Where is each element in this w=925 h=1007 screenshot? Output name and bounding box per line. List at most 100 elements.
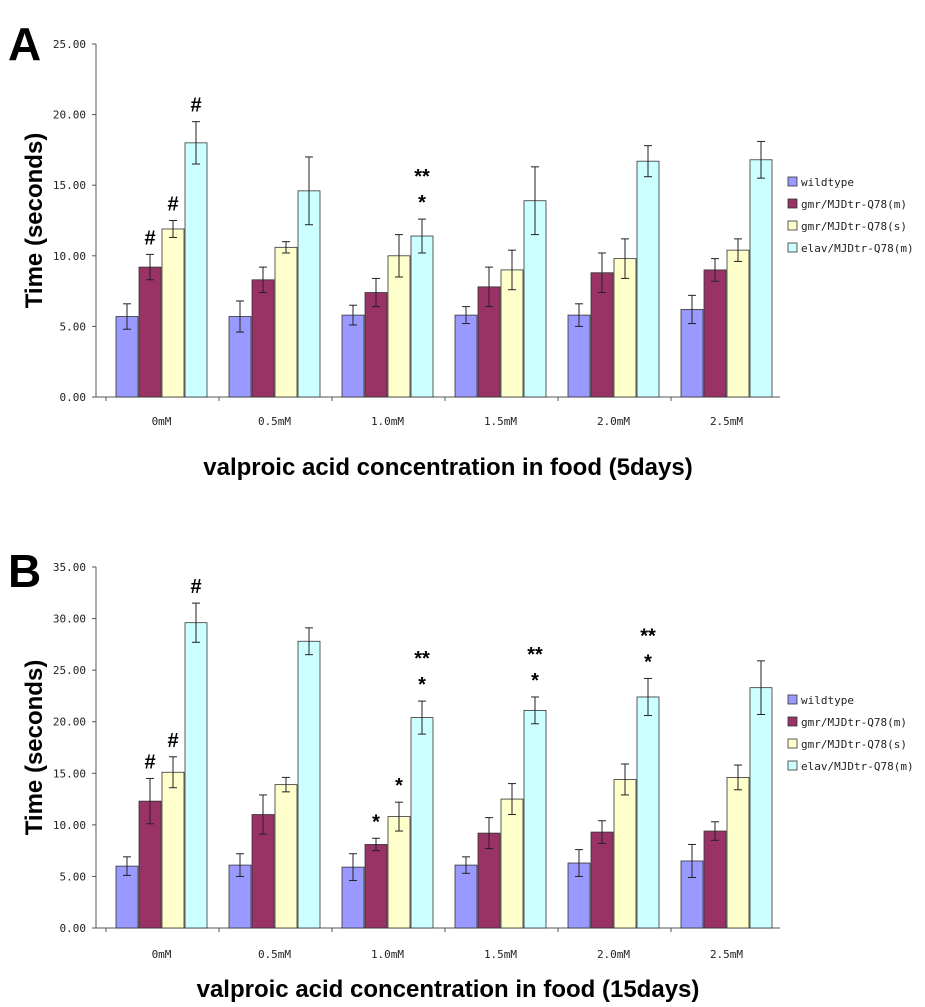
bar [184,622,208,929]
bar [364,844,388,929]
error-bar [462,856,470,874]
legend: wildtype gmr/MJDtr-Q78(m) gmr/MJDtr-Q78(s)… [787,694,914,773]
panel-letter: B [8,545,41,597]
error-bar [757,140,765,179]
legend-swatch [787,760,798,771]
error-bar [508,783,516,816]
bar [387,816,411,929]
legend-swatch [787,716,798,727]
x-tick-label: 2.5mM [710,415,743,428]
bar [274,246,298,398]
error-bar [418,218,426,254]
bar [749,687,773,929]
bar [364,292,388,398]
error-bar [123,303,131,330]
bar [410,717,434,929]
error-bar [349,304,357,326]
x-tick-label: 0.5mM [258,948,291,961]
error-bar [711,258,719,282]
bar [297,640,321,929]
x-tick-label: 2.5mM [710,948,743,961]
bar [567,314,591,398]
bar [410,235,434,398]
error-bar [621,763,629,796]
y-axis-label: Time (seconds) [21,133,48,309]
significance-mark: ** [527,644,543,666]
significance-mark: ** [414,166,430,188]
error-bar [575,303,583,327]
error-bar [349,853,357,882]
bar [636,696,660,929]
significance-mark: * [418,674,426,696]
legend-swatch [787,242,798,253]
y-axis-label: Time (seconds) [21,660,48,836]
y-tick-label: 0.00 [60,922,87,935]
legend-label: gmr/MJDtr-Q78(s) [801,738,907,751]
legend-label: wildtype [801,694,854,707]
panel-a: A 0.00 5.00 10.00 15.00 20.00 25.00 0mM 0.5mM 1.0… [8,18,914,481]
significance-mark: * [395,775,403,797]
x-tick-label: 2.0mM [597,415,630,428]
legend-label: gmr/MJDtr-Q78(m) [801,198,907,211]
bar [341,314,365,398]
error-bar [236,853,244,877]
error-bar [485,266,493,308]
error-bar [236,300,244,333]
error-bar [462,306,470,325]
legend-swatch [787,694,798,705]
error-bar [395,801,403,832]
y-tick-label: 0.00 [60,391,87,404]
error-bar [305,627,313,656]
error-bar [621,238,629,279]
error-bar [688,843,696,878]
error-bar [372,837,380,852]
legend: wildtype gmr/MJDtr-Q78(m) gmr/MJDtr-Q78(s)… [787,176,914,255]
error-bar [598,252,606,294]
error-bar [485,817,493,850]
x-tick-label: 0mM [152,948,172,961]
error-bar [146,253,154,281]
error-bar [146,777,154,825]
y-tick-label: 35.00 [53,561,86,574]
error-bar [688,294,696,325]
error-bar [575,849,583,877]
error-bar [192,121,200,165]
y-tick-label: 5.00 [60,320,87,333]
significance-mark: # [144,227,155,249]
y-tick-label: 30.00 [53,613,86,626]
y-tick-label: 20.00 [53,716,86,729]
error-bar [192,602,200,643]
error-bar [259,794,267,835]
y-tick-label: 10.00 [53,819,86,832]
error-bar [395,234,403,278]
y-tick-label: 20.00 [53,109,86,122]
y-tick-label: 25.00 [53,38,86,51]
x-tick-label: 0.5mM [258,415,291,428]
significance-mark: * [531,670,539,692]
error-bar [418,700,426,735]
error-bar [169,756,177,789]
error-bar [757,660,765,715]
legend-label: gmr/MJDtr-Q78(m) [801,716,907,729]
error-bar [123,856,131,876]
bar [500,798,524,929]
y-tick-label: 5.00 [60,870,87,883]
error-bar [259,266,267,294]
legend-swatch [787,220,798,231]
error-bar [282,776,290,793]
y-tick-label: 25.00 [53,664,86,677]
x-tick-label: 1.5mM [484,415,517,428]
error-bar [644,677,652,717]
significance-mark: ** [414,648,430,670]
legend-label: elav/MJDtr-Q78(m) [801,242,914,255]
x-tick-label: 0mM [152,415,172,428]
significance-mark: # [190,95,201,117]
panel-b: B 0.00 5.00 10.00 15.00 20.00 25.00 30.00 35.00 0… [8,545,914,1003]
y-tick-label: 15.00 [53,767,86,780]
error-bar [644,145,652,178]
legend-label: wildtype [801,176,854,189]
error-bar [711,821,719,841]
legend-swatch [787,176,798,187]
significance-mark: ** [640,625,656,647]
